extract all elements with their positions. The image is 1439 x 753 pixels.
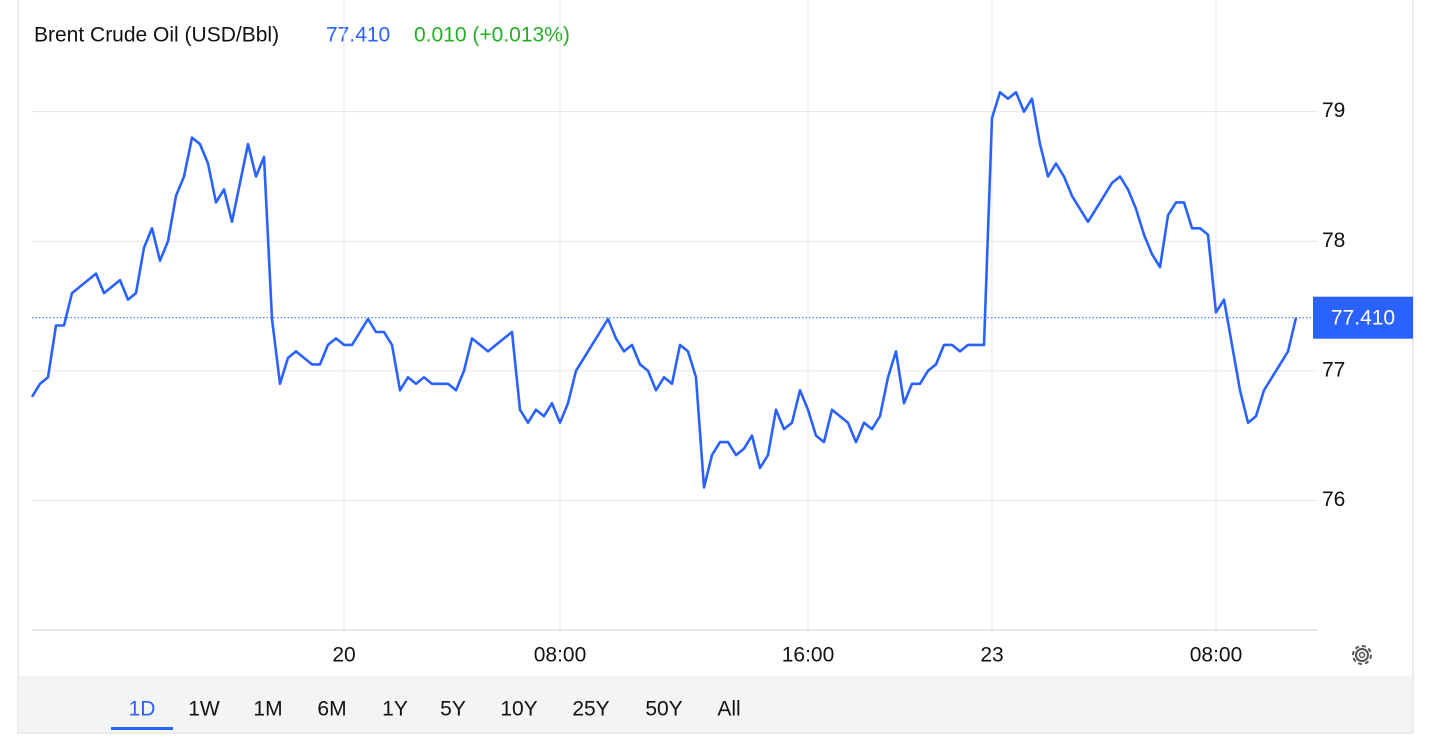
price-line xyxy=(30,90,1298,489)
last-price-label: 77.410 xyxy=(1331,306,1395,329)
settings-icon[interactable] xyxy=(1352,645,1372,665)
x-tick-label: 23 xyxy=(980,644,1003,667)
range-button[interactable]: 1W xyxy=(188,698,220,721)
y-tick-label: 79 xyxy=(1322,99,1345,122)
range-button[interactable]: 5Y xyxy=(440,698,466,721)
y-tick-label: 78 xyxy=(1322,229,1345,252)
last-price-box xyxy=(1313,296,1413,339)
range-underline xyxy=(111,727,173,730)
frame xyxy=(17,0,1414,734)
range-button[interactable]: 6M xyxy=(317,698,346,721)
range-button[interactable]: 1Y xyxy=(382,698,408,721)
chart-title: Brent Crude Oil (USD/Bbl) xyxy=(34,24,279,47)
range-button[interactable]: 1D xyxy=(129,698,156,721)
price: 77.410 xyxy=(326,24,390,47)
range-button[interactable]: 25Y xyxy=(572,698,609,721)
x-tick-label: 08:00 xyxy=(1190,644,1243,667)
range-bar xyxy=(19,676,1412,732)
x-tick-label: 20 xyxy=(332,644,355,667)
y-tick-label: 76 xyxy=(1322,488,1345,511)
range-button[interactable]: All xyxy=(717,698,740,721)
change: 0.010 (+0.013%) xyxy=(414,24,570,47)
x-tick-label: 16:00 xyxy=(782,644,835,667)
range-button[interactable]: 1M xyxy=(253,698,282,721)
y-tick-label: 77 xyxy=(1322,358,1345,381)
range-button[interactable]: 50Y xyxy=(645,698,682,721)
x-tick-label: 08:00 xyxy=(534,644,587,667)
range-button[interactable]: 10Y xyxy=(500,698,537,721)
